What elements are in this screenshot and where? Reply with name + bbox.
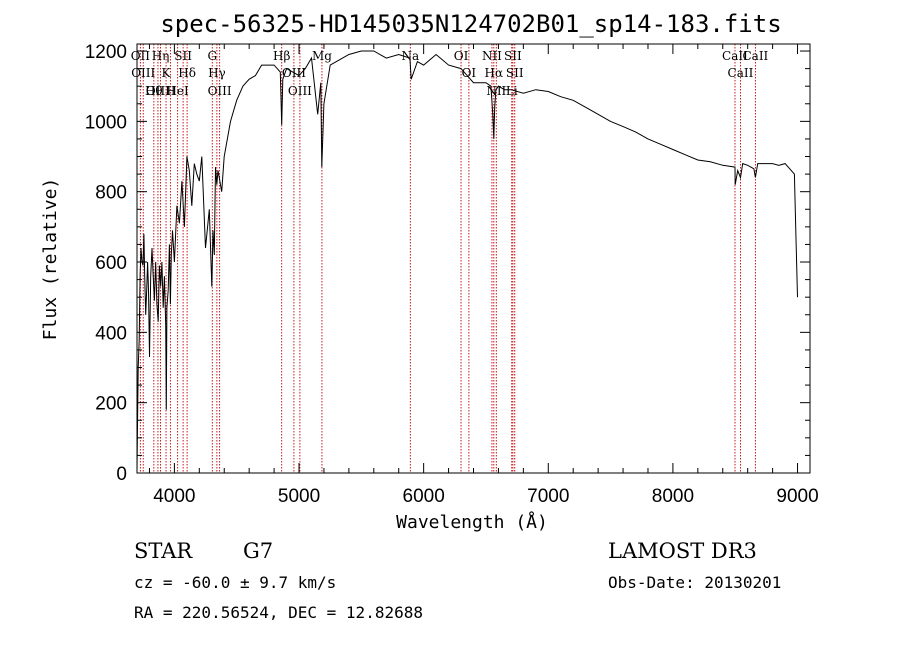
x-tick-label: 6000 [403, 486, 445, 507]
line-label-9: Hδ [178, 66, 196, 80]
line-label-19: OI [462, 66, 477, 80]
coordinates: RA = 220.56524, DEC = 12.82688 [134, 603, 423, 622]
y-tick-label: 0 [116, 464, 127, 485]
line-label-3: OIII [146, 84, 170, 98]
line-label-0: OII [131, 49, 151, 63]
chart-title: spec-56325-HD145035N124702B01_sp14-183.f… [160, 10, 781, 38]
line-label-13: Hβ [273, 49, 290, 63]
object-class: STAR [134, 539, 193, 563]
x-tick-label: 7000 [527, 486, 569, 507]
line-label-23: Li [506, 84, 518, 98]
plot-frame [136, 43, 811, 474]
line-label-25: SII [506, 66, 524, 80]
y-tick-label: 400 [95, 323, 127, 344]
y-tick-label: 1000 [85, 112, 127, 133]
line-label-15: OIII [288, 84, 312, 98]
line-label-7: HeI [166, 84, 189, 98]
line-label-6: H [165, 84, 175, 98]
survey-name: LAMOST DR3 [608, 539, 757, 563]
line-label-22: NII [486, 84, 506, 98]
y-tick-label: 800 [95, 183, 127, 204]
line-label-17: Na [401, 49, 419, 63]
redshift-velocity: cz = -60.0 ± 9.7 km/s [134, 573, 336, 592]
axis-ticks: 4000 5000 6000 7000 8000 9000 0 200 400 600 800 100… [85, 42, 819, 507]
y-axis-label: Flux (relative) [40, 178, 61, 341]
x-tick-label: 8000 [652, 486, 694, 507]
line-label-20: NII [482, 49, 502, 63]
line-label-11: Hγ [208, 66, 226, 80]
line-label-21: Hα [485, 66, 504, 80]
y-tick-label: 1200 [85, 42, 127, 63]
x-axis-label: Wavelength (Å) [396, 511, 548, 533]
x-tick-label: 5000 [278, 486, 320, 507]
line-label-4: Hη [152, 49, 170, 63]
line-label-5: K [162, 66, 172, 80]
line-markers [139, 44, 756, 473]
x-tick-label: 4000 [153, 486, 195, 507]
spectrum-line [136, 50, 798, 472]
line-label-26: CaII [722, 49, 748, 63]
observation-date: Obs-Date: 20130201 [608, 573, 781, 592]
line-label-18: OI [454, 49, 469, 63]
line-labels: OIIOIIIHθOIIIHηKHHeISIIHδGHγOIIIHβOIIIOI… [131, 49, 769, 98]
line-label-12: OIII [208, 84, 232, 98]
line-label-8: SII [174, 49, 192, 63]
y-tick-label: 600 [95, 253, 127, 274]
x-tick-label: 9000 [776, 486, 818, 507]
line-label-16: Mg [312, 49, 332, 63]
subclass: G7 [243, 539, 273, 563]
line-label-14: OIII [282, 66, 306, 80]
line-label-10: G [207, 49, 217, 63]
line-label-27: CaII [728, 66, 754, 80]
line-label-24: SII [504, 49, 522, 63]
y-tick-label: 200 [95, 394, 127, 415]
line-label-1: OIII [131, 66, 155, 80]
line-label-28: CaII [742, 49, 768, 63]
line-label-2: Hθ [145, 84, 163, 98]
